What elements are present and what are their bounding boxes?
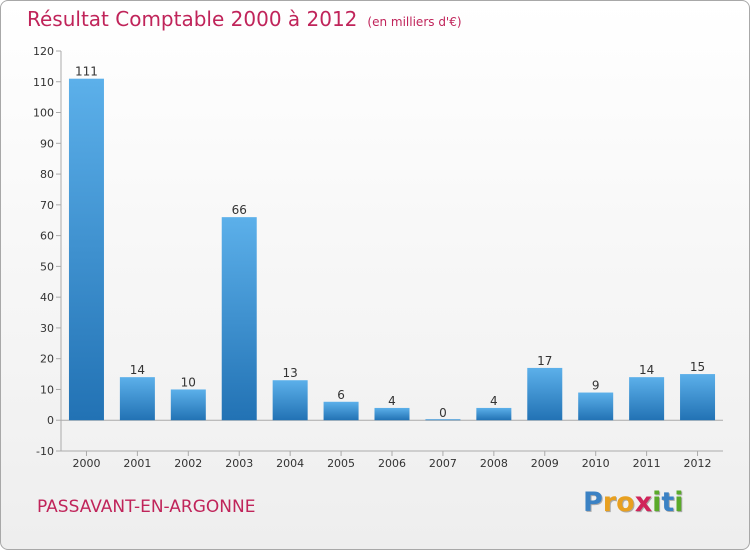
x-tick-label-2011: 2011 [633, 457, 661, 470]
bar-2010 [578, 392, 614, 421]
y-tick-label: 90 [40, 137, 54, 150]
bar-2008 [476, 407, 512, 421]
chart-title-unit: (en milliers d'€) [367, 15, 462, 29]
value-label-2003: 66 [232, 203, 247, 217]
value-label-2011: 14 [639, 363, 654, 377]
value-label-2008: 4 [490, 394, 498, 408]
x-tick-label-2000: 2000 [72, 457, 100, 470]
y-tick-label: 80 [40, 168, 54, 181]
x-tick-label-2003: 2003 [225, 457, 253, 470]
value-label-2010: 9 [592, 379, 600, 393]
x-tick-label-2005: 2005 [327, 457, 355, 470]
y-tick-label: 30 [40, 322, 54, 335]
bar-2007 [425, 419, 461, 421]
logo-letter: i [674, 487, 684, 518]
logo-letter: t [661, 487, 675, 518]
logo-letter: i [652, 487, 662, 518]
bar-2006 [374, 407, 410, 421]
bar-2001 [119, 377, 155, 421]
y-tick-label: 20 [40, 353, 54, 366]
x-tick-label-2006: 2006 [378, 457, 406, 470]
value-label-2004: 13 [283, 366, 298, 380]
x-tick-label-2002: 2002 [174, 457, 202, 470]
bar-2003 [221, 217, 257, 421]
commune-name: PASSAVANT-EN-ARGONNE [37, 497, 256, 517]
bar-2005 [323, 401, 359, 421]
value-label-2012: 15 [690, 360, 705, 374]
y-tick-label: 70 [40, 199, 54, 212]
y-tick-label: 0 [47, 414, 54, 427]
chart-title-main: Résultat Comptable 2000 à 2012 [27, 7, 358, 31]
y-tick-label: 50 [40, 260, 54, 273]
x-tick-label-2009: 2009 [531, 457, 559, 470]
y-tick-label: 100 [33, 107, 54, 120]
y-tick-label: 120 [33, 45, 54, 58]
logo-letter: x [634, 487, 653, 518]
value-label-2005: 6 [337, 388, 345, 402]
value-label-2009: 17 [537, 354, 552, 368]
x-tick-label-2010: 2010 [582, 457, 610, 470]
value-label-2006: 4 [388, 394, 396, 408]
y-tick-label: 60 [40, 230, 54, 243]
logo-letter: o [616, 487, 635, 518]
value-label-2007: 0 [439, 406, 447, 420]
y-tick-label: 110 [33, 76, 54, 89]
value-label-2001: 14 [130, 363, 145, 377]
value-label-2002: 10 [181, 375, 196, 389]
proxiti-logo: Proxiti [583, 487, 684, 518]
y-tick-label: 10 [40, 383, 54, 396]
chart-title: Résultat Comptable 2000 à 2012 (en millie… [27, 7, 462, 31]
x-tick-label-2008: 2008 [480, 457, 508, 470]
x-tick-label-2007: 2007 [429, 457, 457, 470]
bar-2011 [629, 377, 665, 421]
logo-letter: r [602, 487, 617, 518]
y-tick-label: -10 [36, 445, 54, 458]
x-tick-label-2004: 2004 [276, 457, 304, 470]
bar-2012 [680, 374, 716, 421]
bar-2004 [272, 380, 308, 421]
y-tick-label: 40 [40, 291, 54, 304]
logo-letter: P [583, 487, 603, 518]
bar-2000 [68, 78, 104, 421]
x-tick-label-2001: 2001 [123, 457, 151, 470]
x-tick-label-2012: 2012 [684, 457, 712, 470]
bar-2009 [527, 367, 563, 421]
bar-2002 [170, 389, 206, 421]
value-label-2000: 111 [75, 65, 98, 79]
